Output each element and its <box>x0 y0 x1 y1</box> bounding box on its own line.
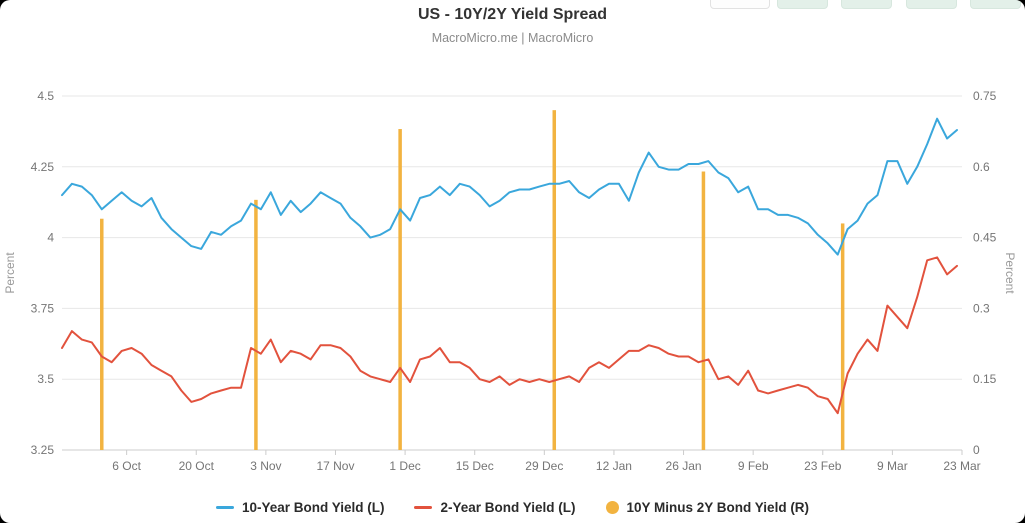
spread-bar[interactable] <box>254 199 258 450</box>
x-axis-labels: 6 Oct 20 Oct 3 Nov 17 Nov 1 Dec 15 Dec 29 Dec 1… <box>112 450 981 473</box>
chart-subtitle: MacroMicro.me | MacroMicro <box>431 31 594 45</box>
legend-label: 2-Year Bond Yield (L) <box>440 500 576 515</box>
clipped-toolbar-button[interactable] <box>906 0 957 9</box>
svg-text:3.5: 3.5 <box>37 372 54 386</box>
spread-bar[interactable] <box>840 223 845 450</box>
legend-label: 10-Year Bond Yield (L) <box>241 500 385 515</box>
spread-bar[interactable] <box>701 171 706 450</box>
line-marker-icon <box>414 506 433 509</box>
left-axis-labels: 4.5 4.25 4 3.75 3.5 3.25 <box>31 89 55 457</box>
line-10y[interactable] <box>61 117 958 256</box>
plot-area[interactable]: 4.5 4.25 4 3.75 3.5 3.25 0.75 0.6 0.45 0.3 0.15 0 Pe… <box>0 0 1025 480</box>
svg-text:3.75: 3.75 <box>31 301 55 315</box>
svg-text:23 Mar: 23 Mar <box>943 459 980 473</box>
legend-item-2y-bond-yield[interactable]: 2-Year Bond Yield (L) <box>414 500 576 515</box>
line-marker-icon <box>215 506 234 509</box>
legend-item-10y-minus-2y[interactable]: 10Y Minus 2Y Bond Yield (R) <box>605 500 810 515</box>
clipped-toolbar-button[interactable] <box>841 0 892 9</box>
svg-text:4.5: 4.5 <box>37 89 54 103</box>
svg-text:3.25: 3.25 <box>31 443 55 457</box>
svg-text:29 Dec: 29 Dec <box>525 459 563 473</box>
svg-text:23 Feb: 23 Feb <box>804 459 842 473</box>
legend-item-10y-bond-yield[interactable]: 10-Year Bond Yield (L) <box>215 500 385 515</box>
left-axis-title: Percent <box>3 252 17 294</box>
clipped-toolbar-button[interactable] <box>710 0 770 9</box>
spread-bar[interactable] <box>552 110 557 450</box>
page-title: US - 10Y/2Y Yield Spread <box>417 6 608 23</box>
line-2y[interactable] <box>61 256 958 415</box>
svg-text:0: 0 <box>973 443 980 457</box>
clipped-toolbar-button[interactable] <box>970 0 1021 9</box>
svg-text:4: 4 <box>47 231 54 245</box>
spread-bar[interactable] <box>398 129 402 451</box>
svg-text:0.3: 0.3 <box>973 301 990 315</box>
svg-text:4.25: 4.25 <box>31 160 55 174</box>
circle-marker-icon <box>605 501 619 514</box>
clipped-toolbar-button[interactable] <box>777 0 828 9</box>
svg-text:6 Oct: 6 Oct <box>112 459 141 473</box>
svg-text:20 Oct: 20 Oct <box>179 459 215 473</box>
svg-text:17 Nov: 17 Nov <box>316 459 354 473</box>
svg-text:26 Jan: 26 Jan <box>666 459 702 473</box>
svg-text:12 Jan: 12 Jan <box>596 459 632 473</box>
svg-text:0.6: 0.6 <box>973 160 990 174</box>
svg-text:9 Mar: 9 Mar <box>877 459 908 473</box>
legend-label: 10Y Minus 2Y Bond Yield (R) <box>626 500 810 515</box>
legend: 10-Year Bond Yield (L) 2-Year Bond Yield… <box>0 500 1025 515</box>
spread-bars[interactable] <box>100 110 845 451</box>
svg-text:3 Nov: 3 Nov <box>250 459 281 473</box>
svg-text:15 Dec: 15 Dec <box>456 459 494 473</box>
right-axis-labels: 0.75 0.6 0.45 0.3 0.15 0 <box>973 89 997 457</box>
right-axis-title: Percent <box>1003 252 1017 294</box>
gridlines <box>62 95 962 451</box>
svg-text:1 Dec: 1 Dec <box>389 459 420 473</box>
svg-text:9 Feb: 9 Feb <box>738 459 769 473</box>
svg-text:0.15: 0.15 <box>973 372 997 386</box>
spread-bar[interactable] <box>100 218 104 450</box>
svg-text:0.45: 0.45 <box>973 231 997 245</box>
svg-text:0.75: 0.75 <box>973 89 997 103</box>
